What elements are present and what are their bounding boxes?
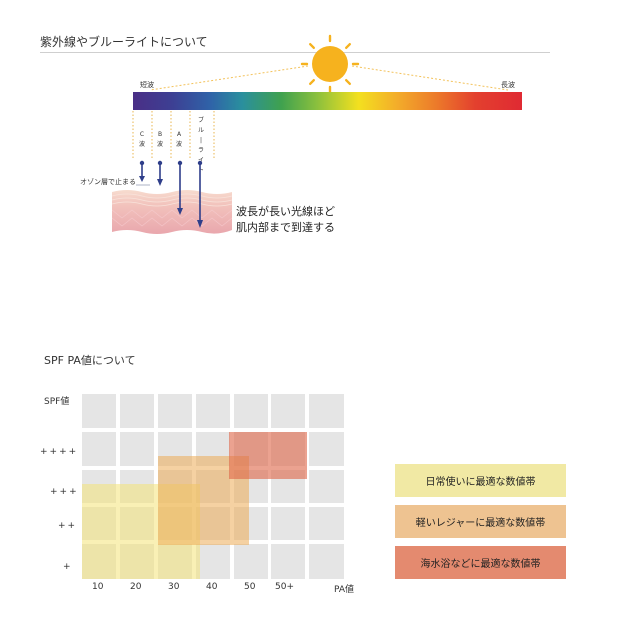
spf-label-3: +++ bbox=[50, 487, 79, 497]
zone-sea-bathing bbox=[229, 432, 307, 479]
short-wave-label: 短波 bbox=[140, 81, 154, 89]
legend-daily-use: 日常使いに最適な数値帯 bbox=[395, 464, 566, 497]
skin-layers-illustration bbox=[112, 190, 232, 234]
caption-line-1: 波長が長い光線ほど bbox=[236, 205, 335, 218]
pa-label-30: 30 bbox=[168, 582, 180, 592]
title-divider bbox=[40, 52, 550, 53]
legend-sea-bathing: 海水浴などに最適な数値帯 bbox=[395, 546, 566, 579]
pa-label-20: 20 bbox=[130, 582, 142, 592]
spf-axis-title: SPF値 bbox=[44, 397, 70, 407]
pa-label-50: 50 bbox=[244, 582, 256, 592]
long-wave-label: 長波 bbox=[501, 81, 515, 89]
pa-label-10: 10 bbox=[92, 582, 104, 592]
skin-penetration-caption: 波長が長い光線ほど 肌内部まで到達する bbox=[236, 204, 335, 236]
light-spectrum-bar bbox=[133, 92, 522, 110]
spf-label-2: ++ bbox=[58, 521, 78, 531]
legend-light-leisure: 軽いレジャーに最適な数値帯 bbox=[395, 505, 566, 538]
caption-line-2: 肌内部まで到達する bbox=[236, 221, 335, 234]
sun-icon bbox=[300, 34, 360, 94]
uv-section-title: 紫外線やブルーライトについて bbox=[40, 35, 208, 49]
ozone-layer-label: オゾン層で止まる bbox=[80, 178, 136, 186]
ray-label-blue-light: ブル | ライト bbox=[197, 117, 204, 174]
pa-label-40: 40 bbox=[206, 582, 218, 592]
pa-axis-title: PA値 bbox=[334, 585, 355, 595]
spf-label-4: ++++ bbox=[40, 447, 79, 457]
spf-label-1: + bbox=[63, 562, 73, 572]
pa-label-50plus: 50+ bbox=[275, 582, 294, 592]
spf-section-title: SPF PA値について bbox=[44, 354, 136, 367]
